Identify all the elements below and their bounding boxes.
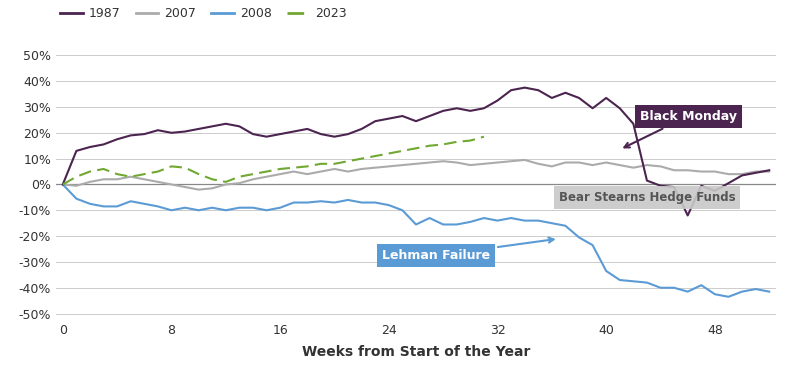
X-axis label: Weeks from Start of the Year: Weeks from Start of the Year: [302, 345, 530, 359]
Text: Black Monday: Black Monday: [624, 110, 737, 147]
Text: Bear Stearns Hedge Funds: Bear Stearns Hedge Funds: [558, 191, 735, 204]
Legend: 1987, 2007, 2008, 2023: 1987, 2007, 2008, 2023: [55, 2, 352, 25]
Text: Lehman Failure: Lehman Failure: [382, 238, 554, 262]
